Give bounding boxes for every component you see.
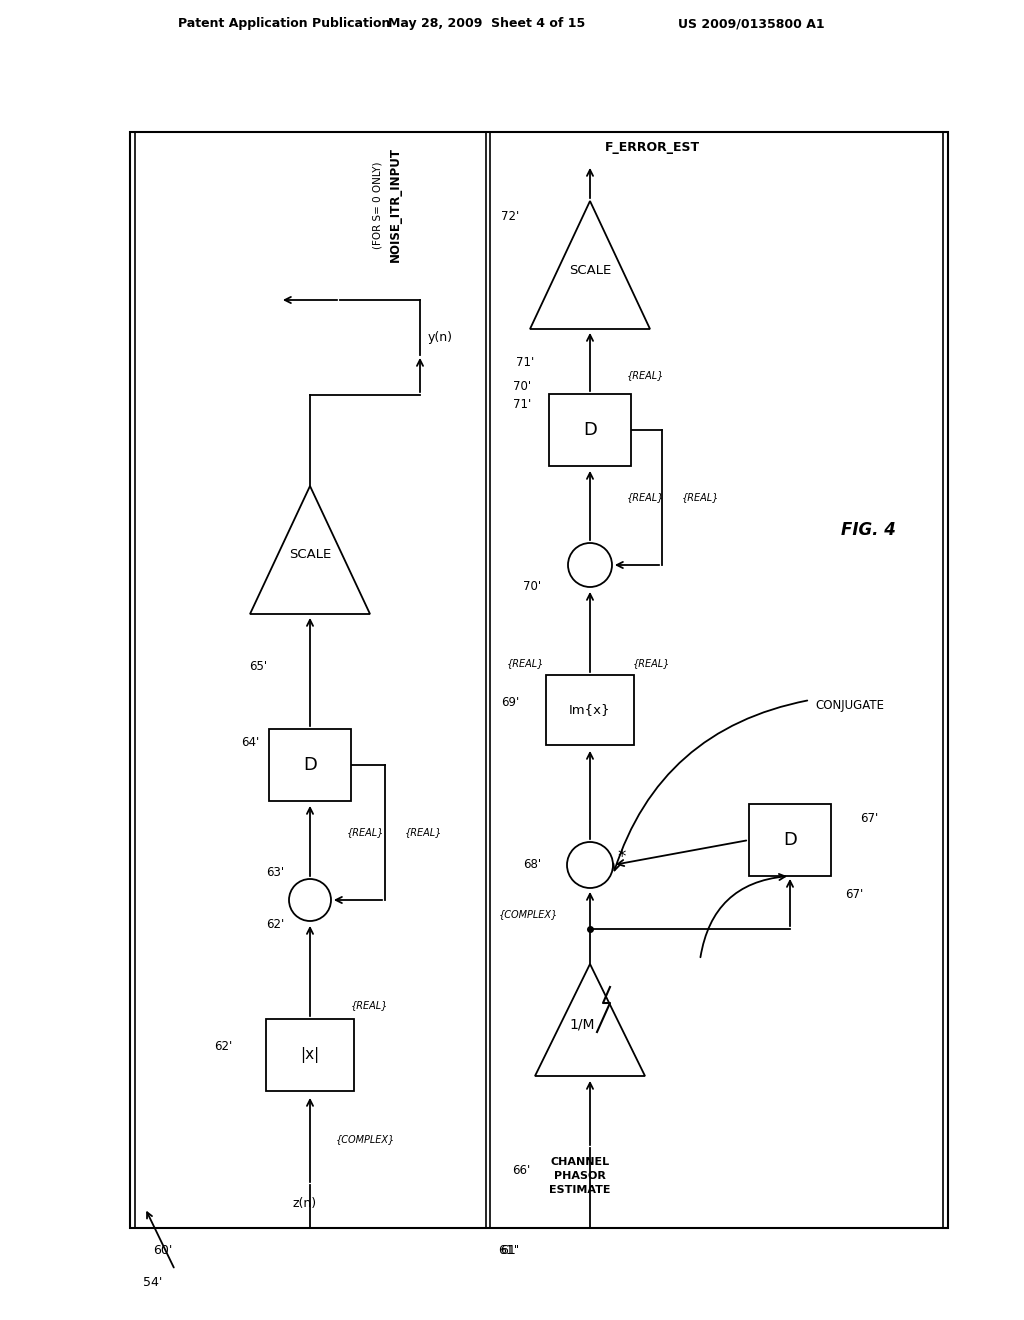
Text: SCALE: SCALE — [289, 549, 331, 561]
Text: *: * — [617, 847, 627, 866]
Text: {REAL}: {REAL} — [627, 492, 664, 503]
Text: {REAL}: {REAL} — [406, 828, 442, 837]
Text: {COMPLEX}: {COMPLEX} — [499, 909, 558, 920]
Text: Im{x}: Im{x} — [569, 704, 610, 717]
Text: z(n): z(n) — [293, 1196, 317, 1209]
Text: 54': 54' — [143, 1276, 163, 1290]
Text: y(n): y(n) — [428, 330, 453, 343]
Text: 70': 70' — [513, 380, 531, 392]
Text: 65': 65' — [249, 660, 267, 673]
Text: PHASOR: PHASOR — [554, 1171, 606, 1181]
Text: 64': 64' — [241, 737, 259, 750]
Text: 66': 66' — [512, 1163, 530, 1176]
Text: 61': 61' — [498, 1243, 517, 1257]
Text: FIG. 4: FIG. 4 — [841, 521, 895, 539]
Text: Patent Application Publication: Patent Application Publication — [178, 17, 390, 30]
Text: 67': 67' — [860, 812, 879, 825]
Text: 71': 71' — [513, 397, 531, 411]
Text: 60': 60' — [153, 1243, 172, 1257]
Polygon shape — [530, 201, 650, 329]
Text: 67': 67' — [845, 888, 863, 902]
Bar — [269, 729, 351, 801]
Bar — [266, 1019, 354, 1092]
Circle shape — [567, 842, 613, 888]
Circle shape — [289, 879, 331, 921]
Bar — [546, 675, 634, 744]
Bar — [749, 804, 831, 876]
Text: 62': 62' — [214, 1040, 232, 1053]
Text: F_ERROR_EST: F_ERROR_EST — [605, 140, 700, 153]
Text: (FOR S= 0 ONLY): (FOR S= 0 ONLY) — [373, 161, 383, 248]
Text: 72': 72' — [501, 210, 519, 223]
Text: May 28, 2009  Sheet 4 of 15: May 28, 2009 Sheet 4 of 15 — [388, 17, 586, 30]
Text: |x|: |x| — [300, 1047, 319, 1063]
Text: D: D — [303, 756, 317, 774]
Text: {REAL}: {REAL} — [506, 657, 544, 668]
Bar — [549, 393, 631, 466]
Text: 62': 62' — [266, 919, 284, 932]
Text: 69': 69' — [501, 696, 519, 709]
Text: D: D — [583, 421, 597, 440]
Text: SCALE: SCALE — [569, 264, 611, 276]
Text: {COMPLEX}: {COMPLEX} — [336, 1134, 394, 1144]
Text: CONJUGATE: CONJUGATE — [815, 698, 884, 711]
Text: 61': 61' — [500, 1243, 519, 1257]
Text: D: D — [783, 832, 797, 849]
Polygon shape — [535, 964, 645, 1076]
Text: CHANNEL: CHANNEL — [551, 1158, 609, 1167]
Text: {REAL}: {REAL} — [627, 370, 664, 380]
Bar — [490, 132, 943, 1228]
Text: 68': 68' — [523, 858, 541, 871]
Text: {REAL}: {REAL} — [633, 657, 671, 668]
Circle shape — [568, 543, 612, 587]
Bar — [135, 132, 486, 1228]
Text: {REAL}: {REAL} — [682, 492, 720, 503]
Bar — [130, 132, 948, 1228]
Text: 71': 71' — [516, 355, 535, 368]
Text: {REAL}: {REAL} — [346, 828, 384, 837]
Text: NOISE_ITR_INPUT: NOISE_ITR_INPUT — [388, 148, 401, 263]
Text: 63': 63' — [266, 866, 284, 879]
Polygon shape — [250, 486, 370, 614]
Text: {REAL}: {REAL} — [351, 1001, 389, 1010]
Text: US 2009/0135800 A1: US 2009/0135800 A1 — [678, 17, 824, 30]
Text: ESTIMATE: ESTIMATE — [549, 1185, 610, 1195]
Text: 70': 70' — [523, 581, 541, 594]
Text: 1/M: 1/M — [569, 1018, 595, 1032]
